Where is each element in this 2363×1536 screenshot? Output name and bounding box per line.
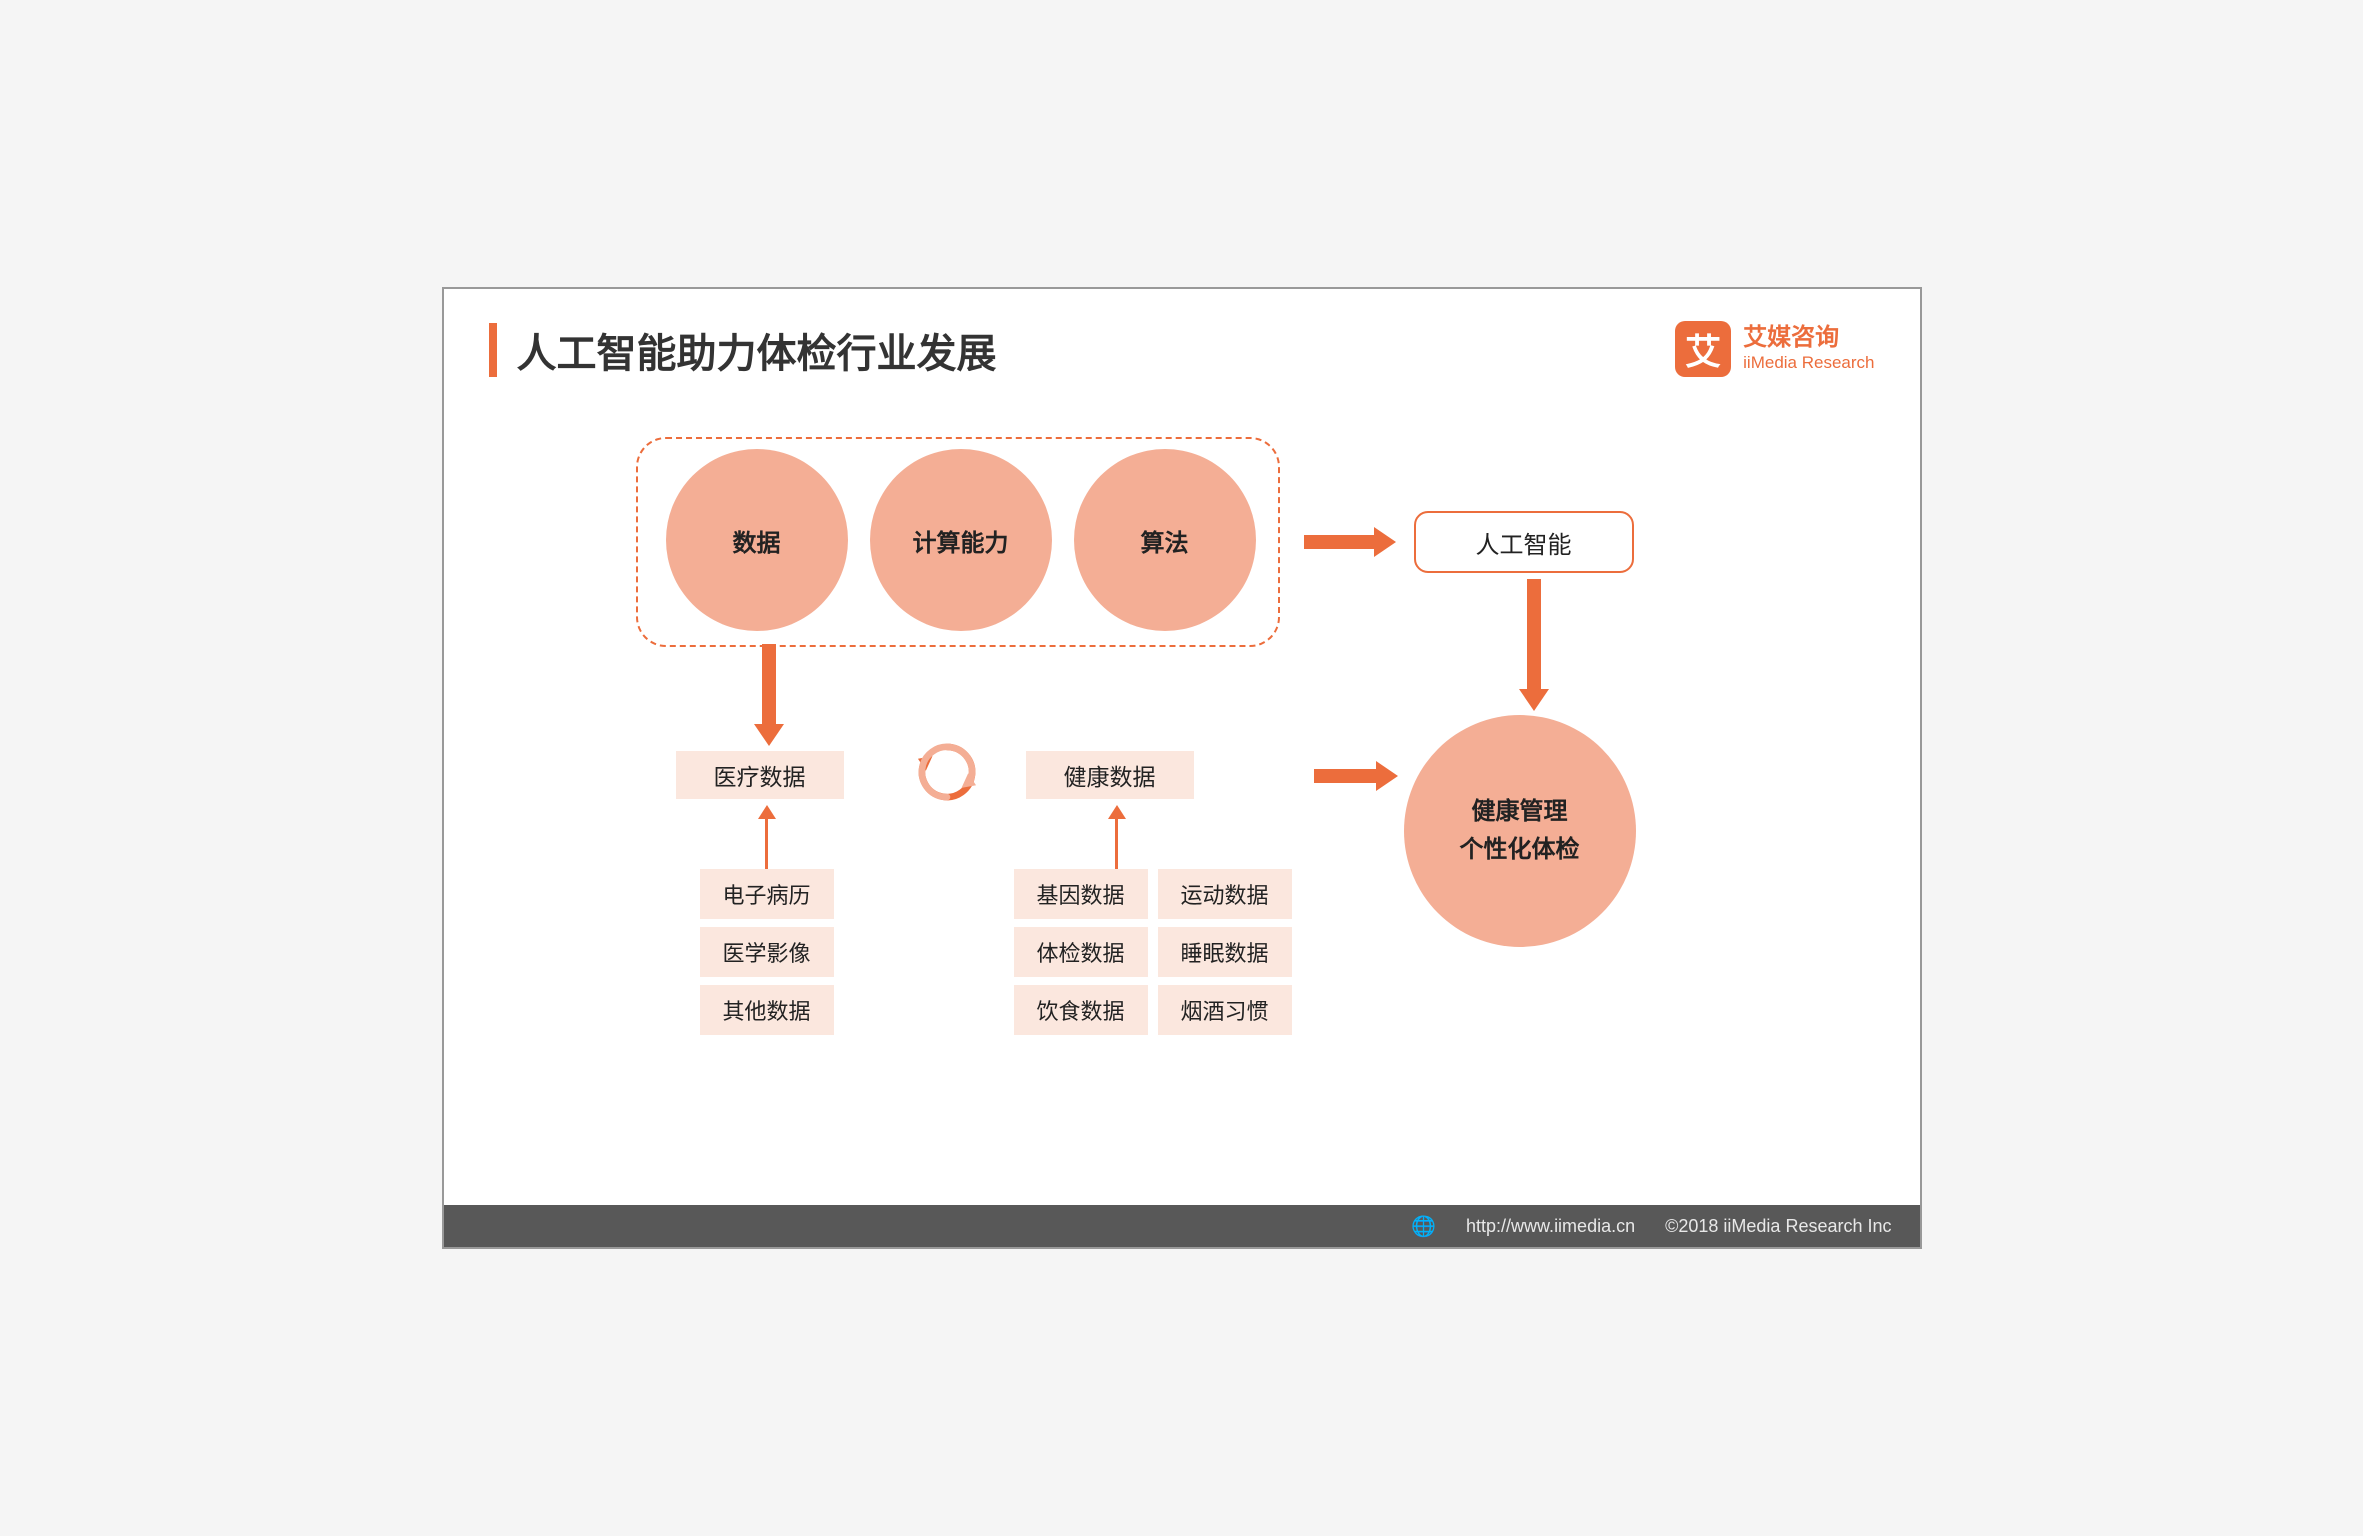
- globe-icon: 🌐: [1411, 1214, 1436, 1239]
- ai-box: 人工智能: [1414, 511, 1634, 573]
- circle-compute: 计算能力: [870, 449, 1052, 631]
- medical-data-head: 医疗数据: [676, 751, 844, 799]
- health-item: 体检数据: [1014, 927, 1148, 977]
- slide: 人工智能助力体检行业发展 艾 艾媒咨询 iiMedia Research 数据 …: [442, 287, 1922, 1249]
- health-item: 睡眠数据: [1158, 927, 1292, 977]
- arrow-ai-down-icon: [1519, 579, 1549, 711]
- arrow-to-result-icon: [1314, 761, 1398, 791]
- health-data-head: 健康数据: [1026, 751, 1194, 799]
- diagram-canvas: 数据 计算能力 算法 人工智能 健康管理 个性化体检 医疗数据 健康数据: [444, 289, 1920, 1247]
- footer-copyright: ©2018 iiMedia Research Inc: [1665, 1216, 1891, 1237]
- circle-algorithm: 算法: [1074, 449, 1256, 631]
- medical-item: 电子病历: [700, 869, 834, 919]
- health-item: 烟酒习惯: [1158, 985, 1292, 1035]
- arrow-to-ai-icon: [1304, 527, 1396, 557]
- medical-item: 其他数据: [700, 985, 834, 1035]
- arrow-up-right-icon: [1108, 805, 1126, 869]
- arrow-up-left-icon: [758, 805, 776, 869]
- result-circle: 健康管理 个性化体检: [1404, 715, 1636, 947]
- medical-item: 医学影像: [700, 927, 834, 977]
- result-line1: 健康管理: [1472, 793, 1568, 831]
- arrow-data-down-icon: [754, 644, 784, 746]
- health-item: 运动数据: [1158, 869, 1292, 919]
- cycle-icon: [914, 739, 980, 805]
- result-line2: 个性化体检: [1460, 831, 1580, 869]
- circle-data: 数据: [666, 449, 848, 631]
- footer: 🌐 http://www.iimedia.cn ©2018 iiMedia Re…: [444, 1205, 1920, 1247]
- footer-url: http://www.iimedia.cn: [1466, 1216, 1635, 1237]
- health-item: 基因数据: [1014, 869, 1148, 919]
- health-item: 饮食数据: [1014, 985, 1148, 1035]
